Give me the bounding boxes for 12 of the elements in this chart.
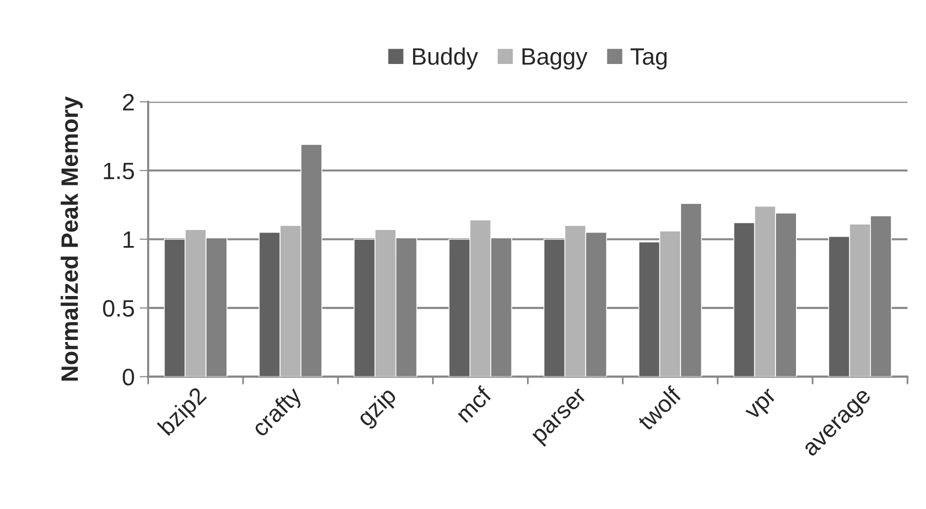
x-tick-label: mcf — [454, 384, 493, 424]
x-tick-label: gzip — [356, 386, 400, 430]
y-tick-label: 1 — [124, 232, 134, 248]
y-tick-label: 0.5 — [103, 300, 134, 317]
legend-label: Tag — [630, 48, 667, 70]
y-tick-label: 0 — [122, 368, 134, 386]
legend-label: Buddy — [413, 48, 478, 70]
legend-label: Baggy — [522, 48, 588, 70]
y-tick-label: 1.5 — [104, 162, 134, 180]
x-tick-label: vpr — [745, 388, 780, 424]
y-axis-title: Normalized Peak Memory — [60, 96, 83, 381]
y-tick-label: 2 — [123, 94, 134, 110]
